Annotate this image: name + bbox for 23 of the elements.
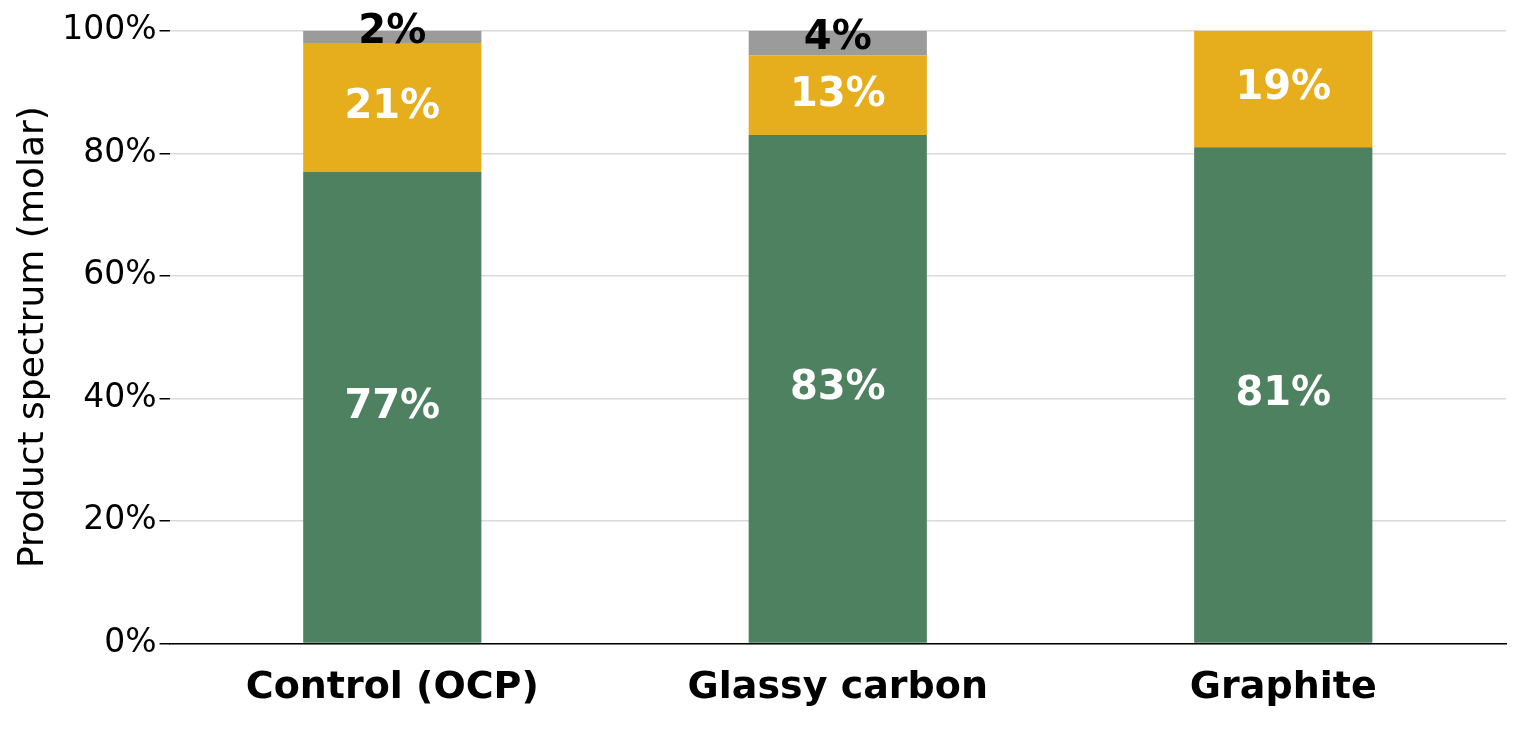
x-tick-label: Graphite <box>1189 663 1377 708</box>
y-tick-label: 100% <box>62 8 157 48</box>
y-tick-label: 0% <box>104 620 157 660</box>
bar <box>1194 147 1373 643</box>
data-label: 2% <box>358 6 427 53</box>
x-tick-label: Control (OCP) <box>245 663 539 708</box>
y-axis-title: Product spectrum (molar) <box>9 106 51 569</box>
y-tick-label: 80% <box>83 130 157 170</box>
data-label: 77% <box>344 380 441 427</box>
bar <box>303 43 482 172</box>
bar <box>748 55 927 135</box>
bar <box>303 171 482 643</box>
x-tick-label: Glassy carbon <box>687 663 988 708</box>
bar <box>1194 30 1373 148</box>
data-label: 83% <box>789 362 886 409</box>
y-tick-label: 40% <box>83 375 157 415</box>
y-tick-label: 60% <box>83 253 157 293</box>
y-tick-label: 20% <box>83 498 157 538</box>
data-label: 81% <box>1235 368 1332 415</box>
data-label: 13% <box>789 68 886 115</box>
bar <box>748 134 927 643</box>
data-label: 19% <box>1235 62 1332 109</box>
data-label: 21% <box>344 80 441 127</box>
